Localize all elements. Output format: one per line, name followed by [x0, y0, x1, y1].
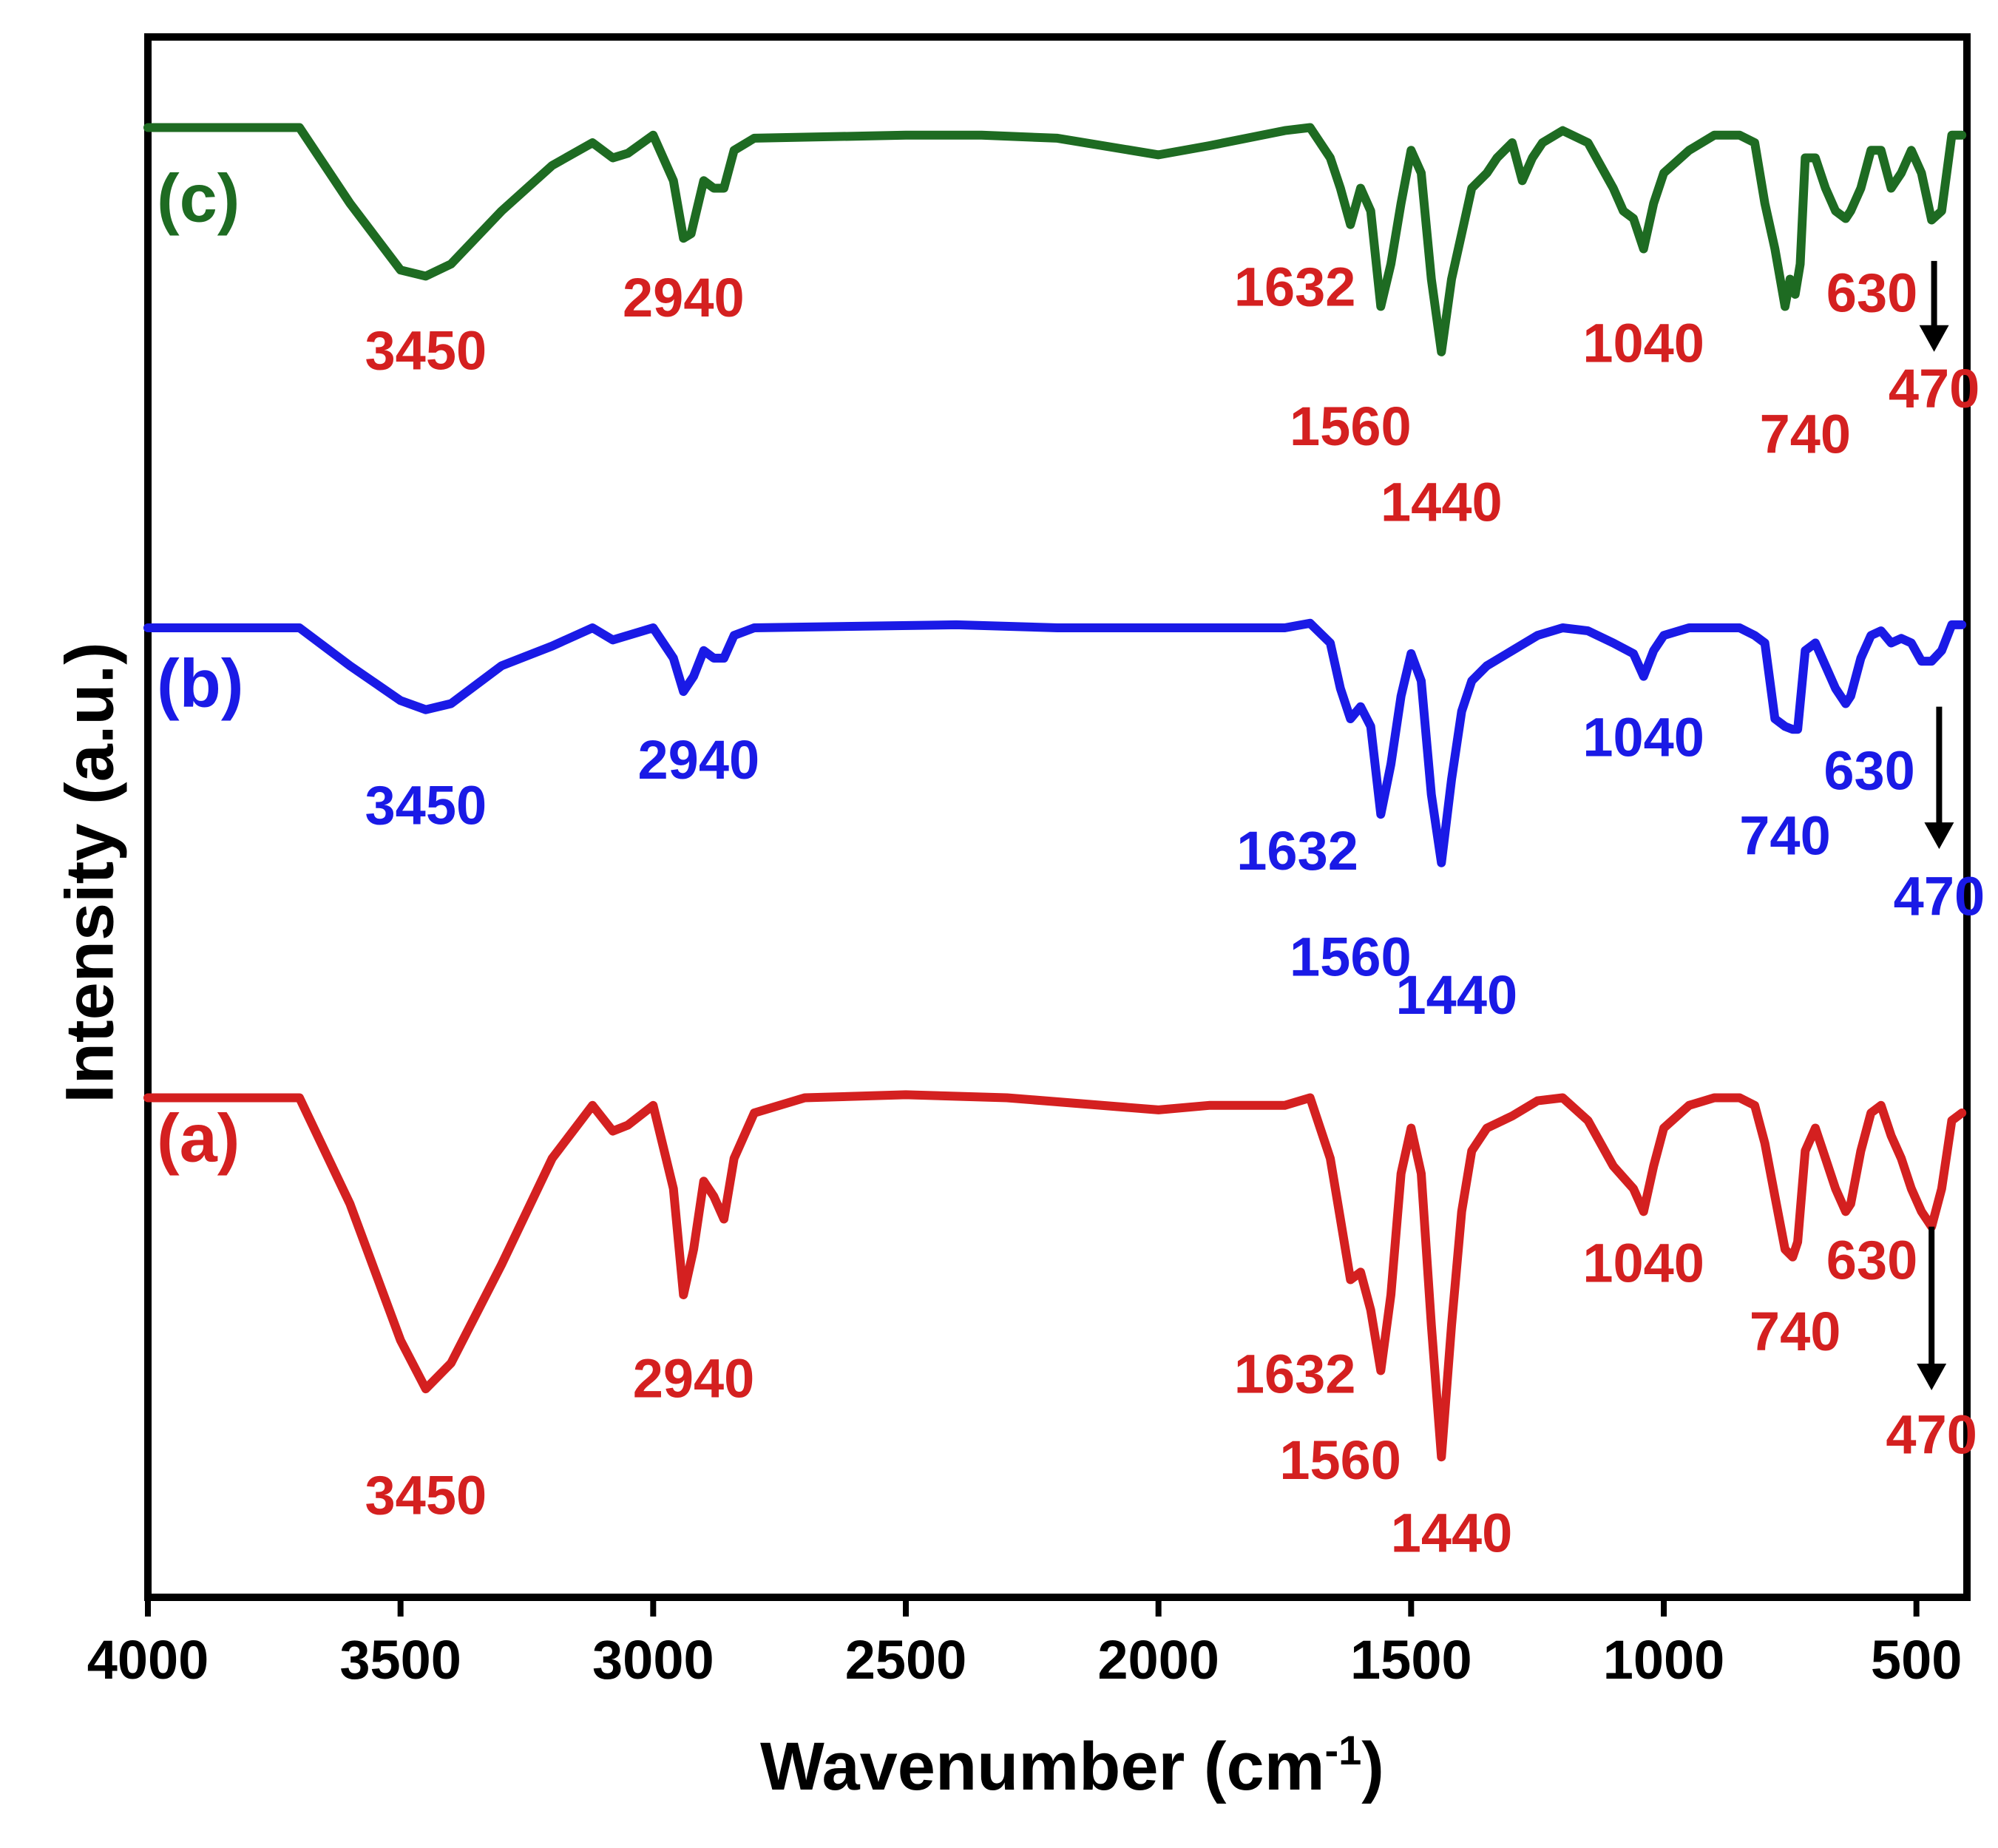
x-tick-label-3500: 3500: [339, 1629, 461, 1690]
x-tick-label-2000: 2000: [1097, 1629, 1219, 1690]
peak-label-c-470: 470: [1889, 358, 1980, 419]
series-line-c: [143, 123, 1967, 356]
peak-label-c-740: 740: [1760, 403, 1851, 464]
peak-arrow-head-b-470: [1924, 822, 1954, 850]
peak-label-b-1560: 1560: [1290, 927, 1412, 988]
peak-label-c-630: 630: [1826, 263, 1917, 324]
peak-arrow-head-c-470: [1919, 325, 1949, 352]
x-axis-label: Wavenumber (cm-1): [760, 1727, 1384, 1804]
x-tick-label-1000: 1000: [1603, 1629, 1725, 1690]
peak-label-a-740: 740: [1750, 1301, 1840, 1362]
x-tick-label-2500: 2500: [845, 1629, 967, 1690]
peak-label-b-630: 630: [1823, 739, 1914, 801]
peak-label-b-1440: 1440: [1396, 964, 1518, 1026]
peak-label-a-1440: 1440: [1391, 1503, 1513, 1564]
peak-label-b-3450: 3450: [365, 775, 487, 836]
peak-label-c-1560: 1560: [1290, 396, 1412, 457]
peak-label-a-1040: 1040: [1582, 1233, 1704, 1294]
peak-label-c-3450: 3450: [365, 320, 487, 382]
peak-label-c-2940: 2940: [623, 267, 745, 328]
peak-label-b-2940: 2940: [638, 729, 760, 791]
x-axis-label-close: ): [1361, 1729, 1384, 1804]
peak-arrow-head-a-470: [1917, 1364, 1947, 1390]
peak-label-b-1632: 1632: [1236, 820, 1358, 881]
series-layer: (c) (b) (a): [143, 123, 1967, 1462]
x-axis-label-superscript: -1: [1325, 1727, 1362, 1773]
series-line-a: [143, 1090, 1967, 1462]
x-tick-label-500: 500: [1871, 1629, 1962, 1690]
peak-label-c-1440: 1440: [1381, 472, 1503, 533]
series-tag-a: (a): [157, 1100, 240, 1176]
peak-label-b-470: 470: [1894, 866, 1985, 927]
series-line-b: [143, 618, 1967, 867]
x-tick-label-4000: 4000: [87, 1629, 209, 1690]
peak-label-a-630: 630: [1826, 1230, 1917, 1291]
peak-label-b-1040: 1040: [1582, 706, 1704, 768]
peak-label-a-2940: 2940: [633, 1347, 755, 1409]
peak-label-c-1632: 1632: [1234, 256, 1356, 317]
plot-frame: [144, 33, 1971, 1601]
x-tick-label-3000: 3000: [592, 1629, 714, 1690]
peak-label-b-740: 740: [1739, 805, 1830, 867]
x-tick-label-1500: 1500: [1350, 1629, 1472, 1690]
series-tag-c: (c): [157, 160, 240, 236]
y-axis-label: Intensity (a.u.): [52, 642, 127, 1103]
peak-label-a-1560: 1560: [1279, 1429, 1401, 1491]
series-tag-b: (b): [157, 646, 243, 721]
peak-label-a-1632: 1632: [1234, 1343, 1356, 1404]
x-axis-ticks: 4000 3500 3000 2500 2000 1500 1000 500: [87, 1597, 1962, 1690]
peak-label-c-1040: 1040: [1582, 312, 1704, 373]
peak-label-a-470: 470: [1886, 1404, 1977, 1465]
x-axis-label-main: Wavenumber (cm: [760, 1729, 1324, 1804]
peak-label-a-3450: 3450: [365, 1464, 487, 1526]
